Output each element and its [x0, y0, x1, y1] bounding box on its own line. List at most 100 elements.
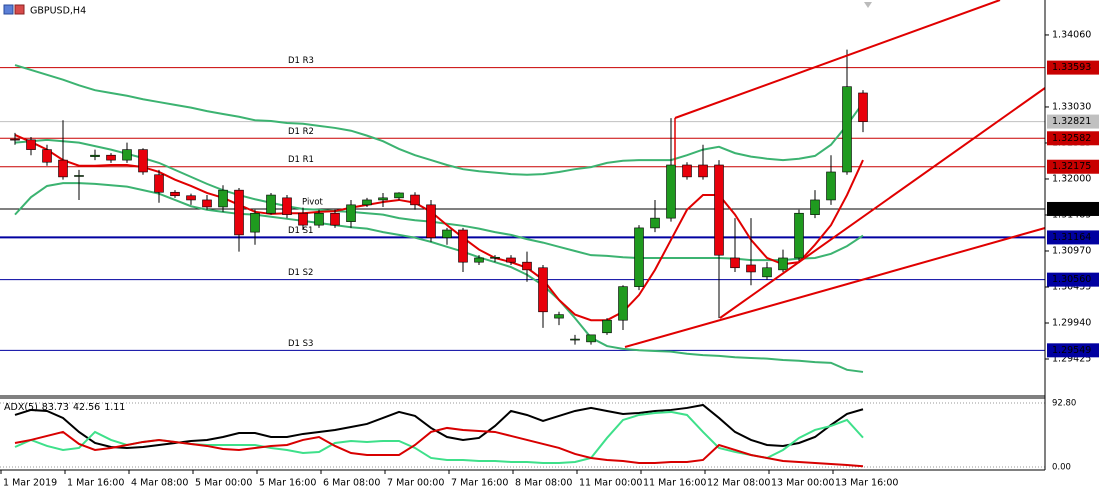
candle-body	[554, 314, 564, 319]
candle-body	[634, 227, 644, 287]
level-price-box	[1047, 272, 1099, 287]
candle-body	[602, 319, 612, 334]
x-tick-label: 11 Mar 00:00	[579, 478, 642, 489]
indicator-value: 1.11	[104, 402, 125, 413]
candle-body	[90, 154, 100, 157]
candle-body	[122, 149, 132, 161]
trend-line	[624, 227, 1046, 348]
x-tick-label: 13 Mar 16:00	[835, 478, 898, 489]
candle-body	[762, 267, 772, 278]
candle-body	[714, 164, 724, 256]
level-price-box	[1047, 60, 1099, 75]
shift-marker	[864, 2, 872, 8]
level-price-box	[1047, 230, 1099, 245]
bid-price-label: 1.32821	[1052, 116, 1091, 127]
panels: 1.340601.330301.325151.320001.314851.309…	[0, 29, 1099, 489]
candle-body	[330, 212, 340, 226]
y-tick-label: 1.30970	[1052, 245, 1091, 256]
level-price-label: 1.31164	[1052, 232, 1091, 243]
candle-body	[618, 286, 628, 321]
y-tick-label: 1.30455	[1052, 281, 1091, 292]
candle-body	[378, 197, 388, 201]
candle-body	[506, 257, 516, 263]
candle-body	[154, 174, 164, 193]
candle-body	[810, 199, 820, 215]
candle-body	[394, 192, 404, 199]
level-name: D1 S3	[288, 339, 313, 349]
candle-body	[522, 261, 532, 271]
candle-body	[74, 175, 84, 177]
candle-body	[362, 199, 372, 206]
candle-body	[314, 212, 324, 226]
header-icon	[14, 4, 25, 15]
candle-body	[858, 92, 868, 122]
candle-body	[58, 159, 68, 178]
candle-body	[426, 204, 436, 238]
candle-body	[346, 204, 356, 222]
candle-body	[826, 171, 836, 201]
indicator-line	[14, 64, 864, 176]
candle-body	[106, 154, 116, 161]
indicator-value: 42.56	[73, 402, 100, 413]
indicator-line	[14, 426, 864, 468]
x-tick-label: 12 Mar 08:00	[707, 478, 770, 489]
level-name: Pivot	[302, 197, 324, 207]
y-tick-label: 1.29940	[1052, 317, 1091, 328]
x-tick-label: 5 Mar 16:00	[259, 478, 316, 489]
y-tick-label: 1.29425	[1052, 353, 1091, 364]
candle-body	[570, 338, 580, 341]
header-icon	[3, 4, 14, 15]
candle-body	[490, 256, 500, 259]
level-name: D1 R2	[288, 127, 314, 137]
candle-body	[250, 212, 260, 233]
chart-title: GBPUSD,H4	[30, 6, 86, 17]
trend-line	[674, 0, 1001, 119]
candle-body	[682, 164, 692, 178]
candle-body	[778, 257, 788, 271]
candle-body	[218, 189, 228, 208]
bid-price-box	[1047, 114, 1099, 129]
candle-body	[138, 149, 148, 173]
x-tick-label: 11 Mar 16:00	[643, 478, 706, 489]
x-tick-label: 13 Mar 00:00	[771, 478, 834, 489]
indicator-title: ADX(5)	[4, 402, 38, 413]
candle-body	[26, 139, 36, 150]
candle-body	[410, 194, 420, 206]
level-price-label: 1.29549	[1052, 345, 1091, 356]
level-price-label: 1.31571	[1052, 203, 1091, 214]
level-name: D1 S2	[288, 268, 313, 278]
level-price-box	[1047, 201, 1099, 216]
candle-body	[538, 267, 548, 313]
candle-body	[730, 257, 740, 269]
indicator-line	[14, 138, 864, 262]
level-name: D1 S1	[288, 226, 313, 236]
indicator-value: 83.73	[42, 402, 69, 413]
candle-body	[442, 229, 452, 238]
trend-line	[719, 87, 1046, 319]
level-price-label: 1.33593	[1052, 62, 1091, 73]
level-name: D1 R1	[288, 155, 314, 165]
candle-body	[42, 149, 52, 163]
candle-body	[458, 229, 468, 263]
level-name: D1 R3	[288, 56, 314, 66]
x-tick-label: 5 Mar 00:00	[195, 478, 252, 489]
x-tick-label: 7 Mar 00:00	[387, 478, 444, 489]
indicator-line	[14, 403, 864, 449]
x-tick-label: 1 Mar 16:00	[67, 478, 124, 489]
x-tick-label: 6 Mar 08:00	[323, 478, 380, 489]
y-tick-label: 92.80	[1052, 398, 1076, 408]
indicator-line	[14, 182, 864, 373]
candle-body	[650, 217, 660, 229]
candle-body	[234, 189, 244, 236]
candle-body	[474, 257, 484, 263]
x-tick-label: 1 Mar 2019	[3, 478, 57, 489]
candle-body	[266, 194, 276, 214]
candle-body	[746, 264, 756, 273]
candle-body	[10, 138, 20, 141]
level-price-label: 1.32175	[1052, 161, 1091, 172]
candle-body	[186, 195, 196, 201]
level-price-label: 1.32582	[1052, 133, 1091, 144]
candle-body	[698, 164, 708, 178]
candle-body	[586, 334, 596, 343]
